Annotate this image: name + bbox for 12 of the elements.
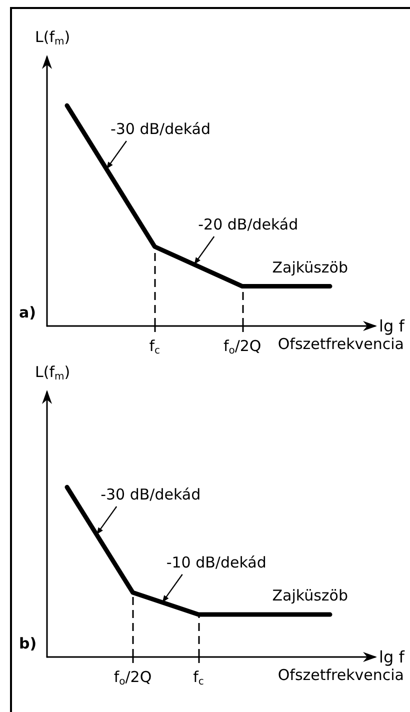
- annotation: -30 dB/dekád: [110, 120, 210, 138]
- annotation: -10 dB/dekád: [166, 553, 266, 572]
- annotation: -30 dB/dekád: [100, 486, 201, 504]
- text: a): [19, 304, 36, 322]
- x-axis-title: lg f: [379, 316, 405, 336]
- annotation: Zajküszöb: [272, 586, 348, 605]
- text: Ofszetfrekvencia: [278, 335, 404, 353]
- x-axis-title: lg f: [379, 648, 405, 666]
- text: Ofszetfrekvencia: [278, 666, 404, 684]
- text: b): [19, 634, 37, 652]
- annotation: Zajküszöb: [272, 258, 348, 276]
- annotation: -20 dB/dekád: [198, 215, 298, 234]
